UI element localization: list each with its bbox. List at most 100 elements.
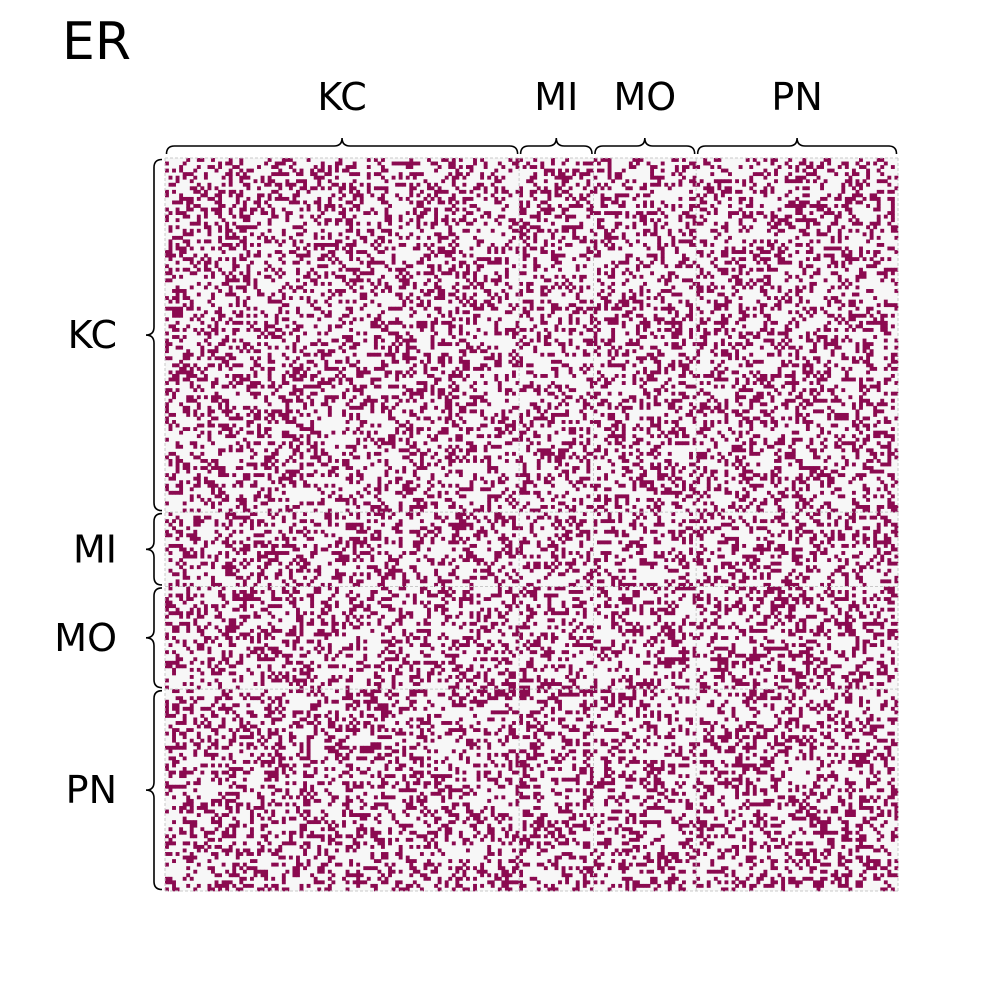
matrix-cell — [589, 161, 594, 166]
matrix-cell — [738, 250, 743, 254]
matrix-cell — [172, 313, 176, 318]
matrix-cell — [717, 186, 722, 191]
matrix-cell — [278, 196, 283, 201]
matrix-cell — [207, 232, 212, 237]
matrix-cell — [873, 250, 878, 254]
matrix-cell — [586, 193, 591, 198]
matrix-cell — [692, 384, 697, 389]
matrix-cell — [809, 437, 814, 442]
matrix-cell — [271, 267, 276, 272]
matrix-cell — [480, 306, 485, 311]
matrix-cell — [604, 242, 608, 247]
matrix-cell — [490, 306, 495, 311]
matrix-cell — [526, 242, 531, 247]
matrix-cell — [193, 186, 198, 191]
matrix-cell — [689, 189, 693, 194]
matrix-cell — [296, 306, 300, 311]
matrix-cell — [561, 274, 566, 279]
matrix-cell — [774, 296, 778, 300]
matrix-cell — [338, 232, 343, 237]
matrix-cell — [731, 292, 736, 297]
matrix-cell — [883, 327, 888, 332]
matrix-cell — [225, 278, 230, 283]
matrix-cell — [664, 221, 669, 226]
matrix-cell — [168, 423, 173, 428]
matrix-cell — [182, 335, 187, 339]
matrix-cell — [841, 182, 846, 187]
matrix-cell — [352, 342, 357, 347]
matrix-cell — [724, 349, 729, 354]
matrix-cell — [281, 161, 286, 166]
matrix-cell — [827, 320, 832, 325]
matrix-cell — [883, 179, 888, 184]
matrix-cell — [873, 196, 878, 201]
matrix-cell — [866, 320, 871, 325]
matrix-cell — [547, 402, 552, 407]
matrix-cell — [607, 246, 612, 251]
matrix-cell — [327, 352, 332, 357]
matrix-cell — [791, 200, 796, 205]
matrix-cell — [320, 349, 325, 354]
matrix-cell — [752, 398, 757, 403]
matrix-cell — [547, 299, 552, 304]
matrix-cell — [820, 204, 824, 208]
matrix-cell — [547, 437, 552, 442]
matrix-cell — [770, 420, 775, 424]
matrix-cell — [455, 242, 460, 247]
matrix-cell — [200, 345, 205, 350]
matrix-cell — [409, 366, 414, 371]
matrix-cell — [866, 427, 871, 432]
matrix-cell — [890, 324, 895, 329]
matrix-cell — [738, 303, 743, 308]
matrix-cell — [770, 158, 775, 162]
matrix-cell — [643, 324, 647, 329]
matrix-cell — [423, 381, 428, 385]
matrix-cell — [703, 207, 708, 212]
matrix-cell — [830, 409, 835, 414]
matrix-cell — [419, 381, 424, 385]
matrix-cell — [795, 179, 800, 184]
matrix-cell — [689, 239, 693, 244]
matrix-cell — [568, 281, 573, 286]
matrix-cell — [550, 412, 555, 417]
matrix-cell — [416, 200, 421, 205]
matrix-cell — [409, 434, 414, 439]
matrix-cell — [409, 345, 414, 350]
matrix-cell — [866, 398, 871, 403]
matrix-cell — [607, 175, 612, 180]
matrix-cell — [869, 327, 874, 332]
matrix-cell — [271, 359, 276, 364]
matrix-cell — [568, 204, 573, 208]
matrix-cell — [699, 214, 704, 219]
matrix-cell — [625, 352, 630, 357]
matrix-cell — [310, 377, 315, 382]
matrix-cell — [193, 271, 198, 276]
matrix-cell — [292, 434, 297, 439]
matrix-cell — [232, 274, 237, 279]
matrix-cell — [352, 214, 357, 219]
matrix-cell — [866, 437, 871, 442]
matrix-cell — [412, 338, 417, 343]
matrix-cell — [859, 221, 863, 226]
matrix-cell — [536, 218, 541, 223]
matrix-cell — [186, 405, 191, 410]
matrix-cell — [172, 182, 176, 187]
matrix-cell — [193, 412, 198, 417]
matrix-cell — [696, 327, 701, 332]
matrix-cell — [504, 281, 509, 286]
matrix-cell — [175, 218, 180, 223]
matrix-cell — [607, 292, 612, 297]
matrix-cell — [604, 342, 608, 347]
matrix-cell — [579, 331, 584, 336]
matrix-cell — [451, 211, 456, 216]
matrix-cell — [239, 363, 244, 368]
matrix-cell — [788, 289, 793, 293]
matrix-cell — [278, 186, 283, 191]
matrix-cell — [165, 381, 169, 385]
matrix-cell — [504, 327, 509, 332]
matrix-cell — [189, 374, 194, 378]
matrix-cell — [720, 377, 725, 382]
matrix-cell — [239, 239, 244, 244]
matrix-cell — [189, 299, 194, 304]
matrix-cell — [232, 423, 237, 428]
